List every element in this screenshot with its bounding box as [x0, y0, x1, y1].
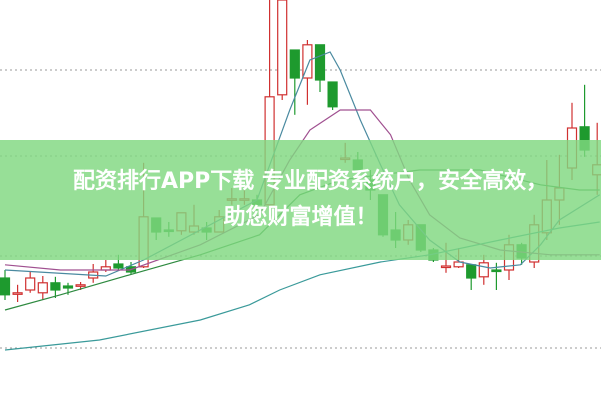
- candle: [289, 49, 300, 115]
- candle: [25, 272, 36, 293]
- candle-body: [50, 282, 61, 291]
- candle-body: [0, 277, 11, 296]
- candle-body: [302, 44, 313, 79]
- candle: [466, 264, 477, 290]
- candle-body: [12, 292, 23, 295]
- candle-body: [453, 261, 464, 268]
- candle-body: [62, 285, 74, 289]
- candle: [88, 264, 99, 283]
- candle-body: [440, 265, 452, 269]
- candle-body: [113, 263, 124, 269]
- candle-body: [277, 0, 288, 96]
- candle-body: [327, 81, 338, 108]
- candle-body: [491, 269, 502, 273]
- candle: [327, 81, 338, 110]
- candle: [12, 284, 23, 302]
- candle: [302, 40, 313, 105]
- candle-body: [314, 44, 326, 81]
- candle-body: [37, 282, 48, 294]
- candle-body: [466, 264, 477, 279]
- candle-body: [289, 49, 300, 79]
- candle: [277, 0, 288, 100]
- candle: [314, 44, 326, 92]
- candle-body: [75, 284, 86, 287]
- promo-banner: 配资排行APP下载 专业配资系统户，安全高效， 助您财富增值！: [0, 140, 601, 260]
- candle: [50, 276, 61, 298]
- candle: [37, 276, 48, 300]
- banner-line-1: 配资排行APP下载 专业配资系统户，安全高效，: [73, 169, 548, 194]
- candle: [0, 270, 11, 300]
- banner-line-2: 助您财富增值！: [223, 205, 378, 230]
- candle-body: [25, 277, 36, 291]
- candle-body: [478, 262, 489, 278]
